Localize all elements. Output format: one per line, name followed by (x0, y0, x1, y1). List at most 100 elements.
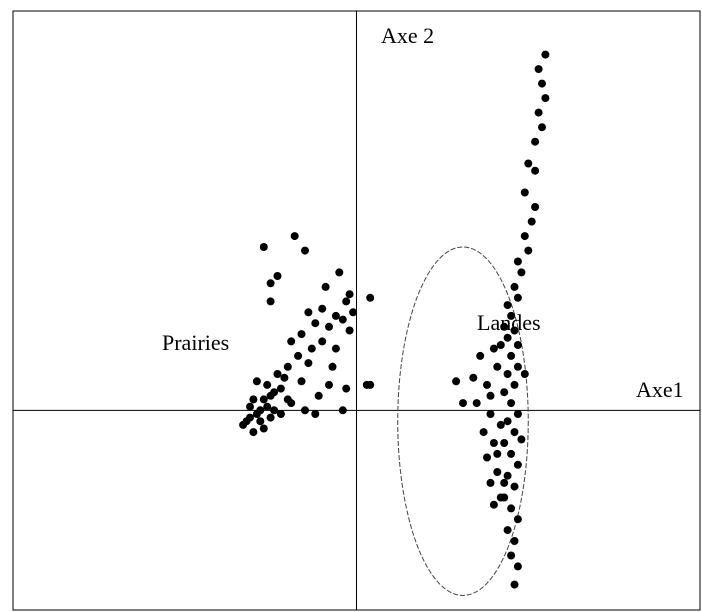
data-point (273, 272, 282, 280)
data-point (311, 410, 320, 418)
data-point (531, 166, 540, 175)
data-point (301, 406, 309, 415)
data-points (239, 50, 550, 589)
data-point (538, 123, 546, 132)
data-point (307, 344, 316, 353)
annotation-prairies: Prairies (162, 330, 229, 355)
data-point (242, 417, 251, 426)
data-point (263, 380, 272, 389)
data-point (479, 428, 488, 437)
data-point (489, 344, 498, 353)
data-point (493, 449, 502, 458)
data-point (249, 428, 258, 437)
data-point (524, 159, 533, 168)
data-point (489, 439, 498, 447)
data-point (486, 478, 495, 487)
data-point (483, 380, 491, 389)
data-point (321, 282, 330, 291)
data-point (280, 373, 289, 382)
data-point (503, 370, 512, 378)
x-axis-label: Axe1 (636, 377, 684, 402)
data-point (276, 410, 285, 418)
data-point (328, 362, 337, 371)
data-point (263, 402, 272, 411)
data-point (503, 333, 512, 342)
data-point (510, 326, 519, 335)
data-point (249, 395, 258, 404)
data-point (252, 377, 261, 386)
data-point (338, 406, 347, 415)
data-point (503, 417, 512, 426)
data-point (513, 293, 522, 302)
data-point (510, 537, 519, 545)
data-point (256, 406, 265, 415)
data-point (500, 322, 509, 331)
data-point (469, 373, 478, 382)
data-point (486, 391, 495, 400)
data-point (283, 395, 292, 404)
data-point (270, 406, 279, 415)
data-point (246, 402, 254, 411)
landes-ellipse (397, 246, 529, 596)
data-point (510, 282, 519, 291)
data-point (294, 351, 303, 360)
data-point (366, 293, 375, 302)
data-point (276, 384, 285, 393)
data-point (476, 351, 485, 360)
data-point (342, 297, 351, 306)
data-point (510, 380, 519, 389)
data-point (290, 232, 299, 241)
data-point (304, 308, 313, 317)
data-point (503, 301, 512, 310)
data-point (489, 500, 498, 509)
data-point (503, 526, 512, 535)
data-point (342, 384, 351, 393)
data-point (493, 468, 502, 476)
data-point (496, 341, 505, 349)
data-point (500, 439, 509, 447)
data-point (510, 428, 519, 437)
data-point (503, 471, 512, 480)
data-point (331, 344, 340, 353)
data-point (259, 243, 268, 251)
data-point (524, 246, 533, 255)
data-point (301, 246, 309, 255)
data-point (325, 322, 333, 331)
data-point (266, 279, 275, 288)
data-point (513, 562, 522, 571)
data-point (314, 391, 323, 400)
data-point (266, 391, 275, 400)
data-point (541, 50, 550, 59)
data-point (304, 359, 313, 368)
data-point (486, 410, 495, 418)
data-point (297, 330, 306, 339)
data-point (517, 435, 526, 444)
data-point (325, 380, 333, 389)
data-point (500, 478, 509, 487)
data-point (318, 304, 327, 313)
data-point (366, 380, 375, 389)
data-point (507, 551, 516, 560)
data-point (513, 460, 522, 469)
data-point (493, 362, 502, 371)
data-point (483, 453, 491, 462)
data-point (534, 65, 543, 74)
data-point (517, 268, 526, 277)
data-point (318, 337, 327, 346)
data-point (266, 297, 275, 306)
data-point (538, 79, 546, 88)
data-point (287, 337, 296, 346)
data-point (541, 94, 550, 103)
data-point (531, 137, 540, 146)
data-point (507, 399, 516, 408)
data-point (531, 203, 540, 211)
y-axis-label: Axe 2 (381, 23, 434, 48)
data-point (534, 108, 543, 117)
data-point (507, 311, 516, 320)
data-point (513, 341, 522, 349)
data-point (500, 388, 509, 397)
data-point (507, 449, 516, 458)
data-point (513, 362, 522, 371)
data-point (472, 399, 481, 408)
